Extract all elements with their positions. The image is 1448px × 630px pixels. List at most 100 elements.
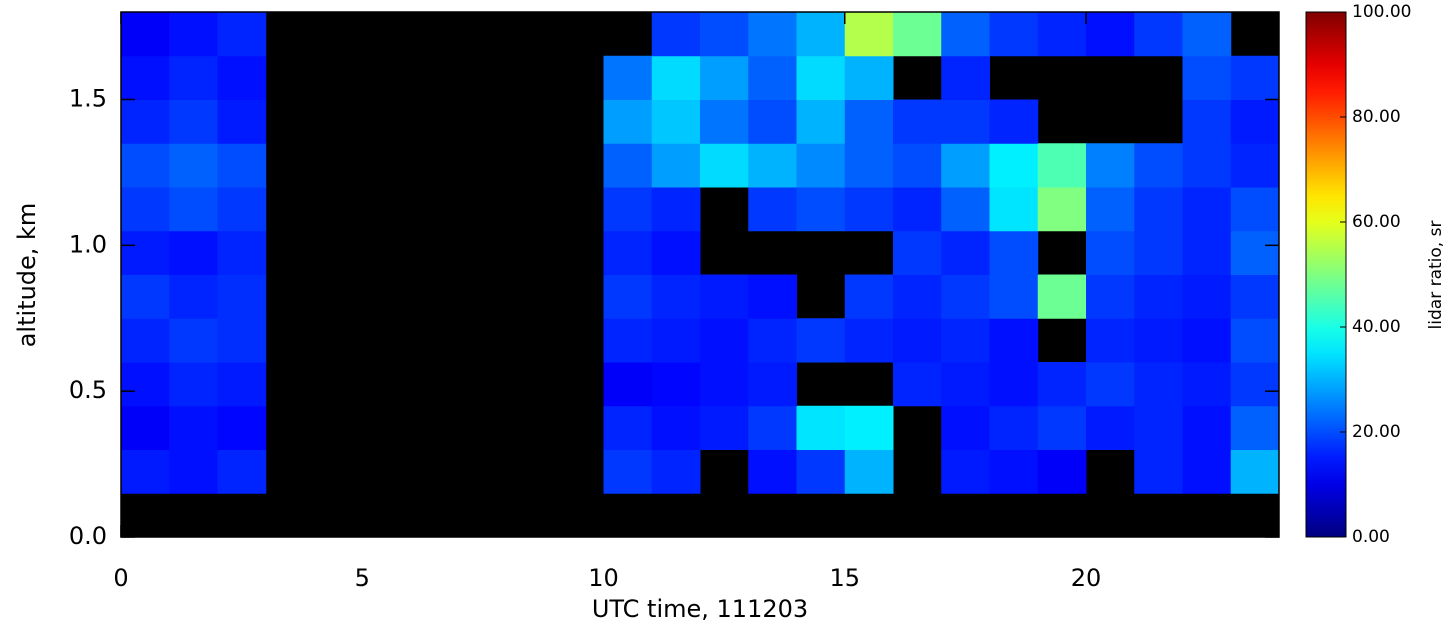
y-tick-label: 0.0 — [69, 522, 107, 550]
heatmap-cell — [748, 405, 797, 450]
heatmap-cell — [989, 143, 1039, 188]
heatmap-cell — [1134, 230, 1183, 275]
heatmap-cell — [1134, 12, 1183, 57]
y-tick-label: 1.5 — [69, 85, 107, 113]
heatmap-cell — [796, 143, 846, 188]
heatmap-cell — [651, 405, 701, 450]
heatmap-cell — [893, 187, 942, 232]
heatmap-cell — [941, 143, 990, 188]
heatmap-cell — [748, 12, 797, 57]
heatmap-cell — [1134, 362, 1183, 407]
heatmap-cell — [121, 405, 170, 450]
heatmap-cell — [893, 230, 942, 275]
x-tick-label: 10 — [588, 564, 619, 592]
y-tick-label: 0.5 — [69, 376, 107, 404]
x-tick-label: 0 — [113, 564, 128, 592]
heatmap-cell — [1182, 99, 1232, 144]
heatmap-cell — [603, 143, 653, 188]
heatmap-cell — [989, 230, 1039, 275]
heatmap-cell — [941, 12, 990, 57]
heatmap-cell — [603, 55, 653, 100]
x-tick-label: 15 — [829, 564, 860, 592]
colorbar-tick-label: 100.00 — [1352, 2, 1411, 22]
heatmap-cell — [700, 55, 749, 100]
heatmap-cell — [603, 230, 653, 275]
heatmap-cell — [1230, 143, 1280, 188]
heatmap-cell — [941, 230, 990, 275]
heatmap-cell — [217, 230, 267, 275]
heatmap-cell — [1182, 143, 1232, 188]
heatmap-cell — [748, 449, 797, 494]
x-tick-label: 5 — [355, 564, 370, 592]
heatmap-cell — [1086, 187, 1135, 232]
heatmap-cell — [989, 405, 1039, 450]
heatmap-cell — [941, 187, 990, 232]
heatmap-cell — [1037, 187, 1087, 232]
heatmap-cell — [844, 99, 894, 144]
heatmap-cell — [169, 318, 218, 363]
heatmap-cell — [1230, 187, 1280, 232]
heatmap-cell — [651, 12, 701, 57]
heatmap-cell — [989, 274, 1039, 319]
colorbar-label: lidar ratio, sr — [1426, 221, 1446, 330]
heatmap-cell — [169, 12, 218, 57]
heatmap-cell — [844, 143, 894, 188]
heatmap-cell — [941, 99, 990, 144]
heatmap-cell — [844, 449, 894, 494]
heatmap-cell — [603, 274, 653, 319]
heatmap-cell — [651, 318, 701, 363]
plot-frame — [120, 11, 1280, 538]
heatmap-cell — [844, 318, 894, 363]
heatmap-cell — [651, 449, 701, 494]
heatmap-cell — [700, 99, 749, 144]
heatmap-cell — [1182, 362, 1232, 407]
heatmap-cell — [1086, 12, 1135, 57]
heatmap-cell — [169, 143, 218, 188]
colorbar-tick-label: 0.00 — [1352, 527, 1390, 547]
heatmap-cell — [651, 143, 701, 188]
heatmap-cell — [893, 12, 942, 57]
heatmap-cell — [844, 274, 894, 319]
heatmap-cell — [893, 274, 942, 319]
heatmap-cell — [700, 274, 749, 319]
heatmap-cell — [169, 405, 218, 450]
colorbar-tick-label: 20.00 — [1352, 422, 1401, 442]
heatmap-cell — [844, 187, 894, 232]
colorbar-tick-label: 60.00 — [1352, 212, 1401, 232]
heatmap-cell — [651, 187, 701, 232]
heatmap-cell — [651, 362, 701, 407]
heatmap-cell — [796, 12, 846, 57]
heatmap-cell — [1182, 318, 1232, 363]
heatmap-cell — [700, 318, 749, 363]
heatmap-cell — [1086, 274, 1135, 319]
heatmap-cell — [1182, 274, 1232, 319]
heatmap-cell — [121, 12, 170, 57]
heatmap-cell — [121, 143, 170, 188]
heatmap-cell — [169, 55, 218, 100]
heatmap-cell — [169, 362, 218, 407]
heatmap-cell — [844, 55, 894, 100]
heatmap-cell — [1086, 362, 1135, 407]
heatmap-cell — [217, 274, 267, 319]
heatmap-cell — [1086, 143, 1135, 188]
heatmap-cell — [796, 449, 846, 494]
heatmap-cell — [700, 362, 749, 407]
heatmap-cell — [1037, 143, 1087, 188]
heatmap-cell — [169, 230, 218, 275]
heatmap-cell — [651, 230, 701, 275]
heatmap-cell — [1230, 99, 1280, 144]
heatmap-cell — [1134, 449, 1183, 494]
heatmap-cell — [603, 405, 653, 450]
heatmap-cell — [169, 99, 218, 144]
heatmap-cell — [217, 99, 267, 144]
heatmap-cell — [989, 12, 1039, 57]
heatmap-cell — [1086, 405, 1135, 450]
heatmap-cell — [1037, 449, 1087, 494]
heatmap-cell — [1230, 362, 1280, 407]
colorbar — [1305, 11, 1347, 538]
heatmap-cell — [844, 12, 894, 57]
y-tick-label: 1.0 — [69, 230, 107, 258]
heatmap-cell — [1134, 187, 1183, 232]
heatmap-cell — [1230, 449, 1280, 494]
